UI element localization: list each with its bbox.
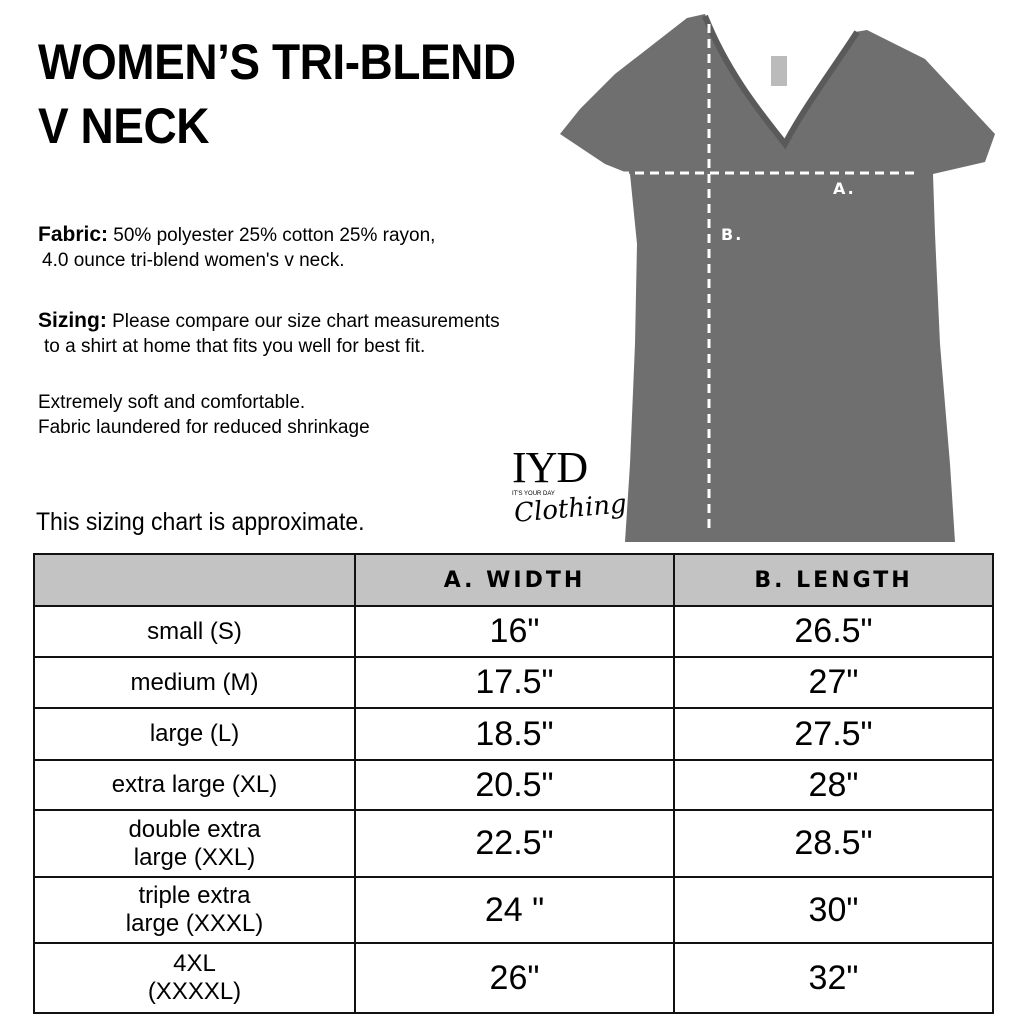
length-cell: 27.5" <box>673 707 994 761</box>
page-title: WOMEN’S TRI-BLEND V NECK <box>38 30 516 158</box>
header-length: B. LENGTH <box>673 553 994 607</box>
tshirt-shape <box>560 14 995 542</box>
size-cell: medium (M) <box>33 656 356 709</box>
table-row: triple extra large (XXXL) 24 " 30" <box>33 876 994 944</box>
size-cell: extra large (XL) <box>33 759 356 811</box>
table-header-row: A. WIDTH B. LENGTH <box>33 553 994 607</box>
logo-mark: IYD <box>512 443 588 492</box>
table-row: small (S) 16" 26.5" <box>33 605 994 658</box>
table-row: large (L) 18.5" 27.5" <box>33 707 994 761</box>
label-b: B. <box>721 225 743 244</box>
features-line-1: Extremely soft and comfortable. <box>38 392 306 413</box>
length-cell: 26.5" <box>673 605 994 658</box>
length-cell: 28" <box>673 759 994 811</box>
width-cell: 20.5" <box>354 759 675 811</box>
size-cell: small (S) <box>33 605 356 658</box>
table-row: 4XL (XXXXL) 26" 32" <box>33 942 994 1014</box>
sizing-line-2: to a shirt at home that fits you well fo… <box>44 336 426 357</box>
label-a: A. <box>833 179 856 198</box>
features-description: Extremely soft and comfortable. Fabric l… <box>38 390 370 440</box>
tshirt-diagram: A. B. <box>560 14 995 542</box>
header-size <box>33 553 356 607</box>
brand-logo: IYD IT'S YOUR DAY Clothing <box>510 443 628 536</box>
size-cell: double extra large (XXL) <box>33 809 356 878</box>
length-cell: 32" <box>673 942 994 1014</box>
sizing-label: Sizing: <box>38 309 107 332</box>
length-cell: 27" <box>673 656 994 709</box>
width-cell: 17.5" <box>354 656 675 709</box>
width-cell: 22.5" <box>354 809 675 878</box>
size-cell: large (L) <box>33 707 356 761</box>
width-cell: 18.5" <box>354 707 675 761</box>
width-cell: 24 " <box>354 876 675 944</box>
fabric-label: Fabric: <box>38 223 109 246</box>
logo-tagline: IT'S YOUR DAY <box>512 491 555 497</box>
size-chart-table: A. WIDTH B. LENGTH small (S) 16" 26.5" med… <box>33 553 994 1014</box>
fabric-line-1: 50% polyester 25% cotton 25% rayon, <box>108 225 436 246</box>
table-row: double extra large (XXL) 22.5" 28.5" <box>33 809 994 878</box>
length-cell: 30" <box>673 876 994 944</box>
fabric-line-2: 4.0 ounce tri-blend women's v neck. <box>42 250 345 271</box>
table-row: extra large (XL) 20.5" 28" <box>33 759 994 811</box>
title-line-1: WOMEN’S TRI-BLEND <box>38 34 516 90</box>
approximate-note: This sizing chart is approximate. <box>36 508 365 536</box>
length-cell: 28.5" <box>673 809 994 878</box>
sizing-line-1: Please compare our size chart measuremen… <box>106 311 500 332</box>
fabric-description: Fabric: 50% polyester 25% cotton 25% ray… <box>38 222 435 273</box>
width-cell: 16" <box>354 605 675 658</box>
size-cell: triple extra large (XXXL) <box>33 876 356 944</box>
size-cell: 4XL (XXXXL) <box>33 942 356 1014</box>
title-line-2: V NECK <box>38 98 210 154</box>
neck-tag <box>771 56 787 86</box>
neckline <box>702 14 860 150</box>
table-row: medium (M) 17.5" 27" <box>33 656 994 709</box>
sizing-description: Sizing: Please compare our size chart me… <box>38 308 500 359</box>
features-line-2: Fabric laundered for reduced shrinkage <box>38 417 370 438</box>
width-cell: 26" <box>354 942 675 1014</box>
header-width: A. WIDTH <box>354 553 675 607</box>
